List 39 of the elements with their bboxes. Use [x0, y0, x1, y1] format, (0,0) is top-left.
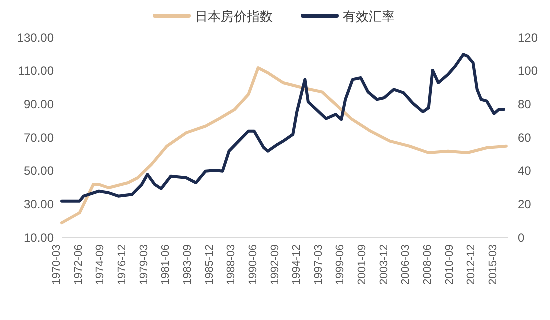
x-tick-label: 1990-06 — [247, 244, 260, 285]
line-series — [60, 53, 506, 203]
y2-tick-label: 80 — [518, 98, 532, 112]
y-tick-label: 10.00 — [24, 230, 54, 245]
x-tick-label: 1974-09 — [94, 244, 107, 285]
x-tick-label: 1970-03 — [51, 244, 64, 285]
line-series — [60, 66, 508, 224]
x-tick-label: 1976-12 — [116, 244, 129, 285]
x-tick-label: 1983-09 — [182, 244, 194, 285]
y2-tick-label: 60 — [518, 130, 532, 145]
y-tick-label: 70.00 — [24, 130, 54, 145]
x-tick-label: 2015-03 — [487, 244, 500, 285]
legend-label: 日本房价指数 — [195, 9, 273, 24]
y-tick-label: 130.00 — [17, 30, 54, 45]
x-tick-label: 2001-09 — [356, 244, 368, 285]
x-tick-label: 1988-03 — [226, 244, 238, 285]
x-tick-label: 2010-09 — [444, 244, 456, 285]
x-tick-label: 1997-03 — [312, 244, 325, 285]
y-tick-label: 110.00 — [18, 64, 54, 78]
y2-tick-label: 100 — [518, 64, 538, 78]
x-tick-label: 1992-09 — [269, 244, 282, 285]
legend-label: 有效汇率 — [343, 9, 395, 24]
x-tick-label: 1981-06 — [160, 244, 172, 285]
x-tick-label: 1999-06 — [334, 244, 347, 285]
x-tick-label: 2008-06 — [422, 244, 434, 285]
x-tick-label: 2012-12 — [466, 244, 478, 285]
x-tick-label: 1985-12 — [204, 244, 216, 285]
y2-tick-label: 0 — [518, 230, 525, 245]
x-tick-label: 1979-03 — [138, 244, 150, 285]
y2-tick-label: 20 — [518, 198, 532, 212]
y-tick-label: 30.00 — [24, 198, 54, 212]
y-tick-label: 90.00 — [24, 98, 54, 112]
x-tick-label: 1994-12 — [291, 244, 304, 285]
y-tick-label: 50.00 — [24, 164, 54, 178]
x-tick-label: 2003-12 — [378, 244, 390, 285]
x-tick-label: 1972-06 — [72, 244, 85, 285]
y2-tick-label: 40 — [518, 164, 532, 178]
x-tick-label: 2006-03 — [400, 244, 412, 285]
y2-tick-label: 120 — [518, 30, 538, 45]
